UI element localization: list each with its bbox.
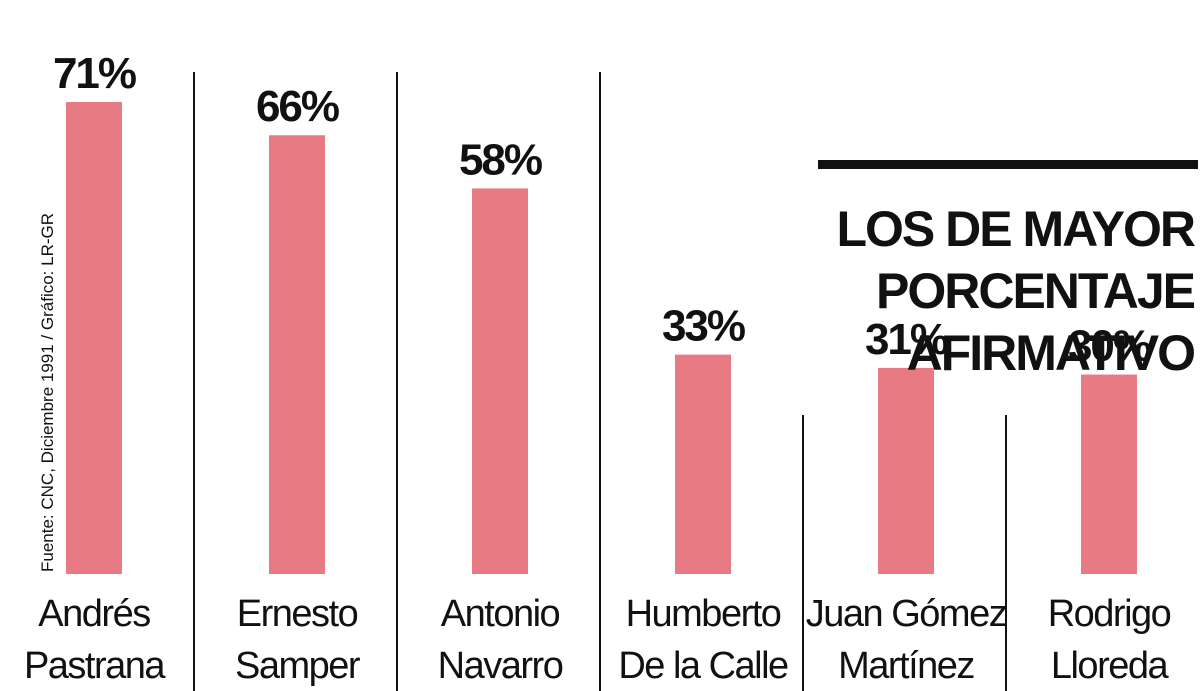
bar <box>1081 374 1137 574</box>
bar <box>675 354 731 574</box>
category-label: Juan Gómez <box>806 593 1007 635</box>
bar <box>878 367 934 574</box>
category-label: Antonio <box>441 593 560 635</box>
bar <box>472 188 528 574</box>
category-label: Ernesto <box>237 593 358 635</box>
value-label: 30% <box>1068 322 1151 371</box>
category-label: Rodrigo <box>1048 593 1171 635</box>
value-label: 31% <box>865 315 948 364</box>
bar <box>66 102 122 574</box>
value-label: 66% <box>256 82 339 131</box>
source-note: Fuente: CNC, Diciembre 1991 / Gráfico: L… <box>38 212 57 572</box>
value-label: 71% <box>53 49 136 98</box>
category-label: Samper <box>235 645 361 687</box>
bar <box>269 135 325 574</box>
category-label: Lloreda <box>1051 645 1170 687</box>
category-label: Martínez <box>838 645 974 687</box>
category-label: Pastrana <box>24 645 166 687</box>
chart-title-line: LOS DE MAYOR <box>836 201 1196 257</box>
value-label: 33% <box>662 302 745 351</box>
category-label: Navarro <box>438 645 563 687</box>
chart-title: LOS DE MAYOR PORCENTAJE AFIRMATIVO <box>724 198 1196 384</box>
chart-title-line: PORCENTAJE <box>875 263 1196 319</box>
value-label: 58% <box>459 135 542 184</box>
title-rule <box>818 160 1198 169</box>
category-label: De la Calle <box>618 645 788 687</box>
category-label: Humberto <box>626 593 781 635</box>
chart-title-line: AFIRMATIVO <box>906 325 1196 381</box>
category-label: Andrés <box>38 593 150 635</box>
